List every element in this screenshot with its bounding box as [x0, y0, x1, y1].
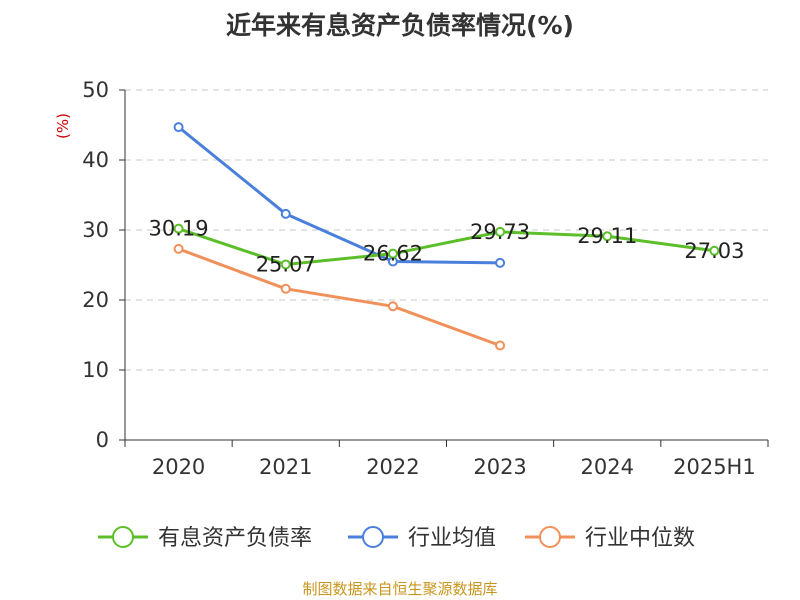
y-tick-label: 20 — [82, 288, 109, 312]
data-point — [602, 231, 613, 242]
data-point — [387, 248, 398, 259]
x-tick-label: 2025H1 — [673, 455, 756, 479]
data-point — [173, 223, 184, 234]
y-tick-label: 40 — [82, 148, 109, 172]
y-tick-label: 0 — [96, 428, 109, 452]
data-point — [280, 283, 291, 294]
series-line — [178, 247, 501, 347]
legend-label: 行业中位数 — [585, 526, 695, 551]
data-label: 26.62 — [363, 242, 423, 266]
data-label: 25.07 — [256, 253, 316, 277]
y-tick-label: 30 — [82, 218, 109, 242]
series-line — [178, 227, 715, 267]
series-line — [177, 125, 501, 265]
source-note: 制图数据来自恒生聚源数据库 — [302, 580, 498, 598]
data-point — [495, 257, 506, 268]
legend-marker — [539, 526, 561, 548]
data-label: 30.19 — [149, 217, 209, 241]
data-point — [495, 340, 506, 351]
chart-title: 近年来有息资产负债率情况(%) — [226, 11, 574, 40]
x-tick-label: 2022 — [366, 455, 419, 479]
x-tick-label: 2021 — [259, 455, 312, 479]
legend-label: 行业均值 — [408, 526, 496, 551]
x-tick-label: 2020 — [152, 455, 205, 479]
y-tick-label: 10 — [82, 358, 109, 382]
data-point — [387, 301, 398, 312]
data-point — [495, 226, 506, 237]
y-axis-label: (%) — [54, 113, 72, 139]
data-label: 29.73 — [470, 220, 530, 244]
data-point — [173, 122, 184, 133]
legend-marker — [112, 526, 134, 548]
y-tick-label: 50 — [82, 78, 109, 102]
data-point — [173, 243, 184, 254]
data-label: 29.11 — [577, 224, 637, 248]
data-label: 27.03 — [684, 239, 744, 263]
x-tick-label: 2024 — [581, 455, 634, 479]
x-tick-label: 2023 — [473, 455, 526, 479]
data-point — [280, 208, 291, 219]
data-point — [709, 245, 720, 256]
data-point — [280, 259, 291, 270]
legend-marker — [362, 526, 384, 548]
legend-label: 有息资产负债率 — [158, 526, 312, 551]
